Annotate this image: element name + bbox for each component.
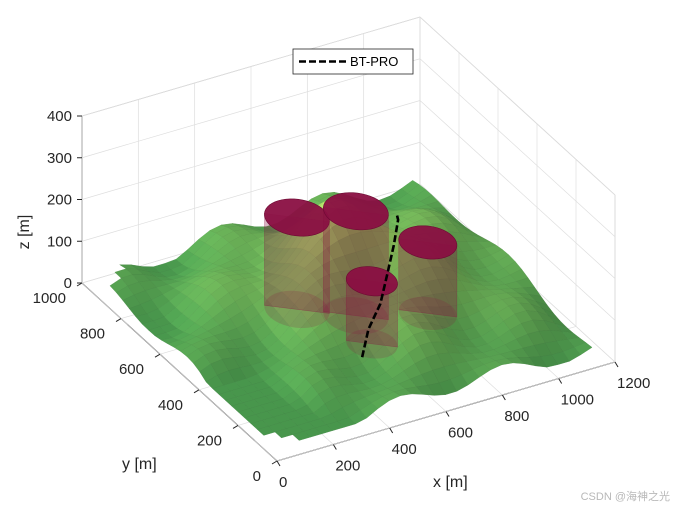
- legend-box: [292, 48, 414, 75]
- x-tick-mark: [614, 361, 619, 368]
- obstacle-cylinder-top: [323, 192, 389, 231]
- legend-entry-bt-pro: BT-PRO: [350, 54, 398, 69]
- x-tick-mark: [276, 460, 281, 467]
- x-tick-mark: [501, 394, 506, 401]
- obstacle-cylinder-base: [323, 297, 389, 335]
- x-tick-label: 200: [335, 458, 360, 475]
- z-tick-label: 0: [64, 275, 72, 292]
- obstacle-cylinder-top: [264, 198, 330, 237]
- y-tick-mark: [154, 353, 161, 358]
- terrain-patch: [574, 342, 593, 355]
- x-tick-label: 800: [504, 408, 529, 425]
- z-tick-label: 100: [47, 233, 72, 250]
- path-line-bt-pro: [360, 215, 400, 358]
- grid-line: [419, 141, 616, 321]
- obstacles: [264, 192, 458, 359]
- grid-line: [81, 58, 421, 159]
- y-tick-mark: [193, 389, 200, 394]
- z-tick-label: 300: [47, 150, 72, 167]
- y-tick-label: 600: [119, 361, 144, 378]
- path-series: [360, 215, 400, 358]
- x-tick-mark: [558, 378, 563, 384]
- grid-line: [81, 141, 421, 242]
- y-tick-mark: [115, 318, 122, 323]
- y-tick-label: 1000: [33, 290, 66, 307]
- obstacle-cylinder-base: [346, 329, 398, 359]
- grid-line: [81, 16, 421, 117]
- y-tick-label: 0: [253, 468, 261, 485]
- y-tick-mark: [232, 424, 239, 429]
- obstacle-cylinder-top: [398, 225, 458, 260]
- y-tick-label: 800: [80, 326, 105, 343]
- grid-line: [81, 100, 421, 200]
- grid-line: [81, 282, 278, 462]
- grid-line: [419, 58, 616, 238]
- x-tick-mark: [389, 427, 394, 434]
- x-axis-label: x [m]: [433, 474, 468, 491]
- x-tick-mark: [445, 411, 450, 417]
- z-axis-label: z [m]: [16, 215, 33, 250]
- legend: BT-PRO: [292, 48, 414, 75]
- x-tick-label: 600: [448, 425, 473, 442]
- tick-labels: 0200400600800100012000200400600800100001…: [33, 108, 651, 491]
- y-axis-label: y [m]: [122, 456, 157, 473]
- x-tick-mark: [332, 444, 337, 450]
- grid-line: [419, 100, 616, 279]
- y-tick-label: 200: [197, 432, 222, 449]
- watermark: CSDN @海神之光: [581, 489, 670, 503]
- y-tick-label: 400: [158, 397, 183, 414]
- x-tick-label: 1000: [561, 392, 594, 409]
- x-tick-label: 1200: [617, 375, 650, 392]
- x-tick-label: 400: [392, 441, 417, 458]
- obstacle-cylinder-base: [398, 296, 457, 331]
- grid-line: [419, 16, 616, 196]
- obstacle-cylinder-base: [264, 290, 330, 329]
- z-tick-label: 200: [47, 192, 72, 209]
- x-tick-label: 0: [279, 474, 287, 491]
- z-tick-label: 400: [47, 108, 72, 125]
- y-tick-mark: [271, 460, 278, 465]
